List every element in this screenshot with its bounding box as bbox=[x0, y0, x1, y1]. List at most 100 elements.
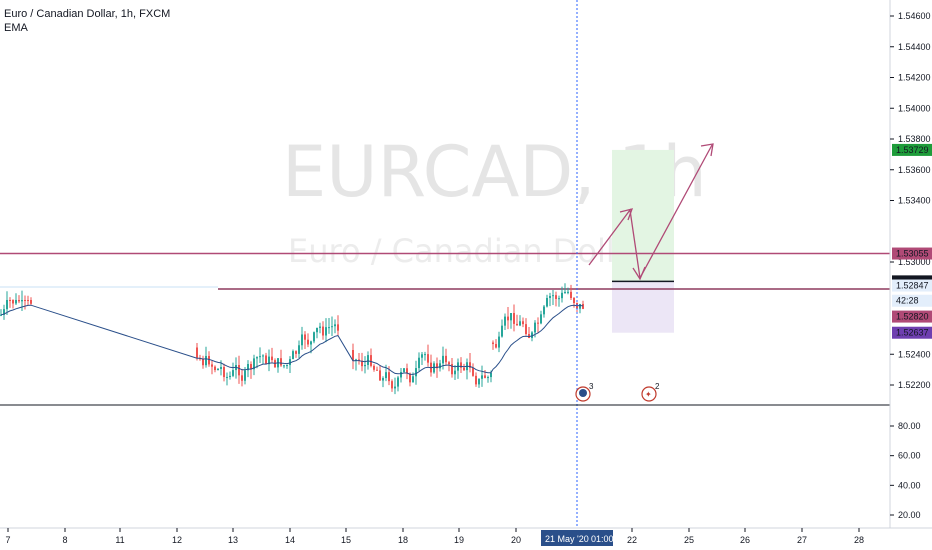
candle-body bbox=[543, 306, 545, 315]
candle-body bbox=[382, 378, 384, 381]
candle-body bbox=[18, 300, 20, 302]
price-badge-label: 1.53729 bbox=[896, 145, 929, 155]
indicator-tick-label: 60.00 bbox=[898, 451, 921, 461]
candle-body bbox=[424, 354, 426, 356]
price-tick-label: 1.52200 bbox=[898, 380, 931, 390]
symbol-title[interactable]: Euro / Canadian Dollar, 1h, FXCM bbox=[4, 8, 171, 20]
candle-body bbox=[223, 367, 225, 378]
price-tick-label: 1.54600 bbox=[898, 11, 931, 21]
indicator-axis[interactable]: 80.00 60.00 40.00 20.00 bbox=[890, 421, 921, 520]
candle-body bbox=[507, 316, 509, 321]
candle-body bbox=[567, 291, 569, 293]
arrow-head bbox=[632, 266, 646, 281]
time-tick-label: 27 bbox=[797, 535, 807, 545]
candle-body bbox=[3, 309, 5, 315]
candle-body bbox=[394, 386, 396, 389]
candle-body bbox=[475, 375, 477, 385]
target-zone[interactable] bbox=[612, 149, 674, 282]
price-badge-label: 1.52637 bbox=[896, 328, 929, 338]
candle-body bbox=[241, 375, 243, 381]
candle-body bbox=[534, 322, 536, 333]
candle-body bbox=[385, 372, 387, 379]
price-tick-label: 1.52400 bbox=[898, 349, 931, 359]
candle-body bbox=[463, 367, 465, 371]
candle-body bbox=[406, 368, 408, 374]
candle-body bbox=[292, 351, 294, 360]
time-tick-label: 8 bbox=[62, 535, 67, 545]
candle-body bbox=[325, 327, 327, 336]
time-tick-label: 18 bbox=[398, 535, 408, 545]
candle-body bbox=[519, 321, 521, 326]
candle-body bbox=[307, 339, 309, 345]
price-tick-label: 1.53800 bbox=[898, 134, 931, 144]
arrow-head bbox=[700, 143, 714, 157]
candle-body bbox=[391, 381, 393, 389]
time-tick-label: 13 bbox=[228, 535, 238, 545]
candle-body bbox=[21, 300, 23, 302]
candle-body bbox=[217, 368, 219, 371]
candle-body bbox=[15, 300, 17, 304]
projection-path[interactable] bbox=[588, 144, 713, 281]
candle-body bbox=[516, 323, 518, 326]
maple-leaf-icon: ✦ bbox=[645, 390, 652, 399]
candle-body bbox=[454, 370, 456, 375]
candle-body bbox=[262, 355, 264, 357]
price-tick-label: 1.54000 bbox=[898, 103, 931, 113]
price-badge bbox=[892, 143, 932, 156]
candle-body bbox=[328, 327, 330, 329]
projection-arrows[interactable] bbox=[588, 143, 714, 281]
candle-body bbox=[549, 296, 551, 298]
candle-body bbox=[427, 354, 429, 363]
candle-body bbox=[24, 300, 26, 301]
event-count: 3 bbox=[589, 382, 594, 391]
candle-body bbox=[421, 354, 423, 358]
candle-body bbox=[403, 368, 405, 372]
price-tick-label: 1.53000 bbox=[898, 257, 931, 267]
time-tick-label: 25 bbox=[684, 535, 694, 545]
price-badge bbox=[892, 247, 932, 260]
time-axis[interactable]: 7 8 11 12 13 14 15 18 19 20 22 25 26 27 28 bbox=[5, 528, 864, 545]
candle-body bbox=[295, 351, 297, 354]
crosshair-time-label: 01:00 bbox=[591, 534, 614, 544]
time-tick-label: 20 bbox=[511, 535, 521, 545]
candle-body bbox=[570, 291, 572, 299]
candle-body bbox=[495, 344, 497, 348]
indicator-name[interactable]: EMA bbox=[4, 22, 28, 34]
candle-body bbox=[12, 300, 14, 304]
candle-body bbox=[370, 355, 372, 366]
candle-body bbox=[460, 362, 462, 368]
candle-body bbox=[388, 372, 390, 382]
candle-body bbox=[442, 355, 444, 364]
indicator-tick-label: 40.00 bbox=[898, 480, 921, 490]
crosshair-date-label: 21 May '20 bbox=[545, 534, 589, 544]
event-count: 2 bbox=[655, 382, 660, 391]
candle-body bbox=[232, 370, 234, 376]
candle-body bbox=[256, 357, 258, 359]
flag-icon bbox=[641, 386, 657, 402]
candle-body bbox=[513, 313, 515, 324]
price-axis[interactable]: 1.54600 1.54400 1.54200 1.54000 1.53800 1.536… bbox=[890, 11, 931, 390]
candle-body bbox=[310, 341, 312, 345]
candle-body bbox=[439, 363, 441, 369]
stop-zone[interactable] bbox=[612, 281, 674, 333]
candle-body bbox=[490, 372, 492, 378]
candle-body bbox=[555, 295, 557, 299]
candle-body bbox=[337, 324, 339, 331]
long-position-tool[interactable] bbox=[612, 149, 674, 333]
price-badge bbox=[892, 326, 932, 339]
event-marker-1[interactable]: 3 bbox=[575, 382, 594, 402]
horizontal-levels[interactable] bbox=[0, 252, 890, 290]
candle-body bbox=[412, 376, 414, 383]
candle-body bbox=[352, 350, 354, 361]
event-marker-2[interactable]: ✦ 2 bbox=[641, 382, 660, 402]
price-badge bbox=[892, 310, 932, 323]
price-badge-label: 42:28 bbox=[896, 296, 919, 306]
price-tick-label: 1.54400 bbox=[898, 42, 931, 52]
candle-body bbox=[205, 355, 207, 366]
time-tick-label: 19 bbox=[454, 535, 464, 545]
candle-body bbox=[478, 378, 480, 385]
candle-body bbox=[9, 300, 11, 301]
candle-body bbox=[504, 316, 506, 326]
candle-body bbox=[334, 324, 336, 327]
